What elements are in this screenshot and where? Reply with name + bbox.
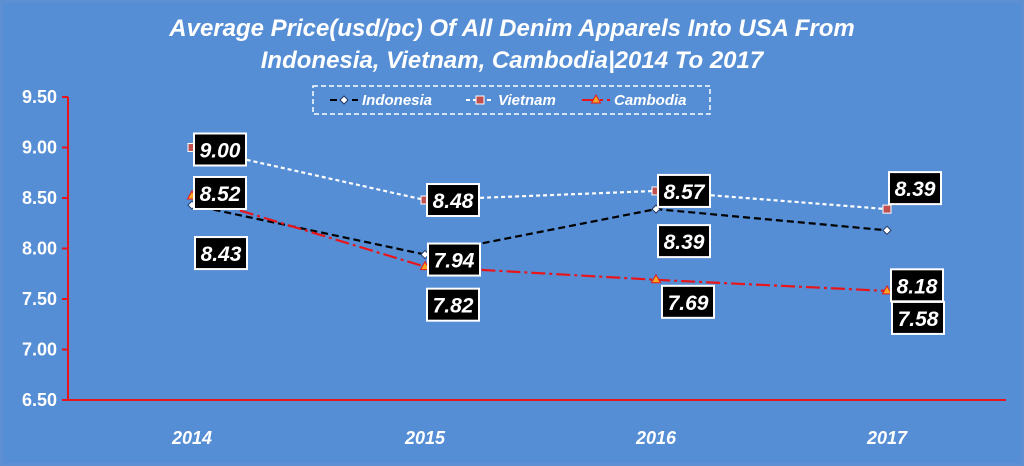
data-label-text: 8.39 — [895, 178, 936, 201]
data-label-text: 8.39 — [664, 231, 705, 254]
indonesia-data-label: 8.18 — [890, 268, 944, 303]
indonesia-data-label: 8.43 — [194, 236, 248, 271]
y-tick-label: 8.00 — [22, 239, 57, 259]
legend-label-vietnam: Vietnam — [498, 92, 556, 109]
data-label-text: 8.48 — [433, 190, 474, 213]
indonesia-point — [882, 225, 892, 236]
data-label-box — [193, 132, 247, 167]
x-tick-label: 2015 — [404, 428, 446, 448]
data-label-text: 7.82 — [433, 295, 474, 318]
data-label-box — [426, 183, 480, 218]
legend-marker-indonesia — [339, 95, 349, 105]
y-tick-label: 9.50 — [22, 87, 57, 107]
data-label-text: 8.57 — [664, 181, 706, 204]
data-label-text: 8.43 — [201, 243, 242, 266]
y-tick-label: 7.50 — [22, 289, 57, 309]
x-tick-label: 2014 — [171, 428, 212, 448]
cambodia-data-label: 7.69 — [661, 284, 715, 319]
chart-title-line-2: Indonesia, Vietnam, Cambodia|2014 To 201… — [261, 47, 765, 74]
chart-data-labels: 8.43 7.94 8.39 8.18 9.00 8.48 8.57 8.39 8.52 7.82… — [193, 132, 945, 335]
data-label-box — [426, 287, 480, 322]
legend-box — [312, 85, 711, 115]
vietnam-point — [882, 204, 892, 214]
data-label-box — [891, 300, 945, 335]
data-label-box — [888, 171, 942, 206]
x-tick-label: 2016 — [635, 428, 677, 448]
chart-title: Average Price(usd/pc) Of All Denim Appar… — [168, 15, 854, 74]
x-tick-label: 2017 — [866, 428, 908, 448]
vietnam-data-label: 8.57 — [657, 173, 711, 208]
data-label-box — [657, 173, 711, 208]
data-label-box — [657, 224, 711, 259]
chart-series — [186, 143, 893, 295]
legend-entry-indonesia: Indonesia — [330, 92, 432, 109]
indonesia-series-line — [191, 203, 888, 256]
y-tick-label: 7.00 — [22, 340, 57, 360]
data-label-box — [194, 236, 248, 271]
data-label-text: 9.00 — [200, 140, 241, 163]
data-label-text: 7.58 — [898, 308, 939, 331]
legend-entry-vietnam: Vietnam — [466, 92, 556, 109]
data-label-box — [427, 242, 481, 277]
chart-title-line-1: Average Price(usd/pc) Of All Denim Appar… — [168, 15, 854, 42]
data-label-box — [661, 284, 715, 319]
data-label-text: 7.94 — [434, 250, 475, 273]
cambodia-point — [650, 273, 662, 284]
y-tick-label: 9.00 — [22, 138, 57, 158]
y-tick-label: 6.50 — [22, 390, 57, 410]
vietnam-data-label: 8.48 — [426, 183, 480, 218]
cambodia-series-line — [191, 194, 888, 293]
cambodia-data-label: 7.58 — [891, 300, 945, 335]
legend-entry-cambodia: Cambodia — [582, 92, 687, 109]
data-label-box — [890, 268, 944, 303]
data-label-text: 8.52 — [200, 183, 241, 206]
chart-axes: 6.50 7.00 7.50 8.00 8.50 9.00 9.50 2014 2015 2016… — [22, 87, 1006, 448]
cambodia-data-label: 7.82 — [426, 287, 480, 322]
indonesia-data-label: 8.39 — [657, 224, 711, 259]
indonesia-data-label: 7.94 — [427, 242, 481, 277]
data-label-box — [193, 175, 247, 210]
vietnam-series-line — [191, 146, 888, 211]
chart-legend: Indonesia Vietnam Cambodia — [312, 85, 711, 115]
data-label-text: 8.18 — [897, 275, 938, 298]
legend-label-cambodia: Cambodia — [614, 92, 687, 109]
vietnam-data-label: 8.39 — [888, 171, 942, 206]
cambodia-point — [881, 284, 893, 295]
vietnam-data-label: 9.00 — [193, 132, 247, 167]
legend-marker-vietnam — [475, 95, 485, 105]
legend-label-indonesia: Indonesia — [362, 92, 432, 109]
y-tick-label: 8.50 — [22, 188, 57, 208]
legend-marker-cambodia — [590, 93, 602, 104]
cambodia-data-label: 8.52 — [193, 175, 247, 210]
data-label-text: 7.69 — [668, 292, 709, 315]
